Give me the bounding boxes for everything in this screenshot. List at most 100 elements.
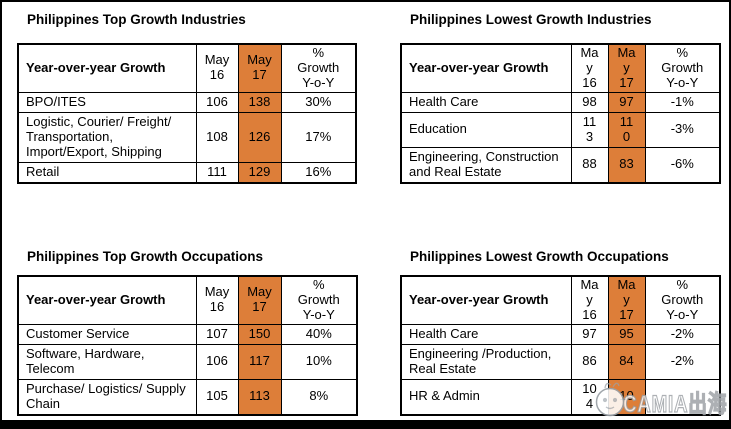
row-label: Health Care: [400, 323, 572, 345]
header-row: Year-over-year Growth May 16 May 17 % Gr…: [400, 275, 721, 325]
pct-value: -3%: [644, 111, 721, 148]
may16-value: 97: [570, 323, 609, 345]
year-label: 16: [209, 299, 225, 315]
may17-value: 10: [607, 378, 646, 416]
table-row: Education 113 110 -3%: [400, 111, 721, 148]
pct-value: 10%: [280, 343, 358, 380]
may16-value: 111: [195, 161, 239, 184]
row-label: Logistic, Courier/ Freight/ Transportati…: [17, 111, 197, 163]
section-title: Philippines Top Growth Occupations: [27, 249, 264, 264]
col-header-may17: May 17: [237, 43, 282, 93]
col-header-may16: May 16: [570, 43, 609, 93]
row-label: Customer Service: [17, 323, 197, 345]
table-row: Engineering, Construction and Real Estat…: [400, 146, 721, 184]
may17-value: 84: [607, 343, 646, 380]
table-row: BPO/ITES 106 138 30%: [17, 91, 357, 113]
year-label: 17: [252, 67, 267, 83]
header-row: Year-over-year Growth May 16 May 17 % Gr…: [400, 43, 721, 93]
col-header-growth: Year-over-year Growth: [400, 275, 572, 325]
may17-value: 138: [237, 91, 282, 113]
col-header-may16: May 16: [195, 275, 239, 325]
col-header-may17: May 17: [607, 43, 646, 93]
table-row: HR & Admin 104 10: [400, 378, 721, 416]
row-label: BPO/ITES: [17, 91, 197, 113]
month-label: May: [617, 45, 636, 75]
row-label: Education: [400, 111, 572, 148]
year-label: 17: [619, 306, 634, 322]
year-label: 16: [582, 306, 597, 322]
section-lowest-growth-industries: Philippines Lowest Growth Industries Yea…: [400, 12, 721, 184]
pct-value: 8%: [280, 378, 358, 416]
col-header-pct: % Growth Y-o-Y: [280, 43, 357, 93]
top-growth-industries-table: Year-over-year Growth May 16 May 17 % Gr…: [17, 43, 357, 184]
row-label: Retail: [17, 161, 197, 184]
col-header-may17: May 17: [237, 275, 282, 325]
may16-value: 108: [195, 111, 239, 163]
year-label: 17: [252, 299, 267, 315]
month-label: May: [247, 52, 272, 68]
month-label: May: [204, 284, 230, 300]
pct-value: [644, 378, 721, 416]
year-label: 16: [209, 67, 225, 83]
month-label: May: [580, 45, 599, 75]
pct-value: -6%: [644, 146, 721, 184]
col-header-growth: Year-over-year Growth: [17, 43, 197, 93]
table-row: Purchase/ Logistics/ Supply Chain 105 11…: [17, 378, 358, 416]
lowest-growth-occupations-table: Year-over-year Growth May 16 May 17 % Gr…: [400, 275, 721, 416]
section-top-growth-occupations: Philippines Top Growth Occupations Year-…: [17, 249, 358, 416]
row-label: Health Care: [400, 91, 572, 113]
may17-value: 95: [607, 323, 646, 345]
col-header-pct: % Growth Y-o-Y: [280, 275, 358, 325]
section-lowest-growth-occupations: Philippines Lowest Growth Occupations Ye…: [400, 249, 721, 416]
row-label: Software, Hardware, Telecom: [17, 343, 197, 380]
pct-value: -2%: [644, 343, 721, 380]
may16-value: 105: [195, 378, 239, 416]
col-header-may17: May 17: [607, 275, 646, 325]
table-row: Logistic, Courier/ Freight/ Transportati…: [17, 111, 357, 163]
bottom-black-bar: [2, 420, 729, 427]
pct-value: 40%: [280, 323, 358, 345]
may17-value: 97: [607, 91, 646, 113]
may17-value: 113: [237, 378, 282, 416]
table-row: Customer Service 107 150 40%: [17, 323, 358, 345]
lowest-growth-industries-table: Year-over-year Growth May 16 May 17 % Gr…: [400, 43, 721, 184]
row-label: Engineering /Production, Real Estate: [400, 343, 572, 380]
section-title: Philippines Lowest Growth Occupations: [410, 249, 669, 264]
pct-value: -1%: [644, 91, 721, 113]
may16-value: 88: [570, 146, 609, 184]
header-row: Year-over-year Growth May 16 May 17 % Gr…: [17, 275, 358, 325]
may16-value: 86: [570, 343, 609, 380]
table-row: Retail 111 129 16%: [17, 161, 357, 184]
row-label: HR & Admin: [400, 378, 572, 416]
section-top-growth-industries: Philippines Top Growth Industries Year-o…: [17, 12, 357, 184]
pct-value: 30%: [280, 91, 357, 113]
table-row: Software, Hardware, Telecom 106 117 10%: [17, 343, 358, 380]
may16-value: 98: [570, 91, 609, 113]
table-row: Health Care 98 97 -1%: [400, 91, 721, 113]
year-label: 16: [582, 74, 597, 90]
month-label: May: [617, 277, 636, 307]
row-label: Engineering, Construction and Real Estat…: [400, 146, 572, 184]
top-growth-occupations-table: Year-over-year Growth May 16 May 17 % Gr…: [17, 275, 358, 416]
pct-value: 17%: [280, 111, 357, 163]
may17-value: 129: [237, 161, 282, 184]
row-label: Purchase/ Logistics/ Supply Chain: [17, 378, 197, 416]
col-header-may16: May 16: [570, 275, 609, 325]
month-label: May: [204, 52, 230, 68]
may17-value: 150: [237, 323, 282, 345]
may16-value: 104: [570, 378, 609, 416]
month-label: May: [247, 284, 272, 300]
may16-value: 106: [195, 343, 239, 380]
may17-value: 126: [237, 111, 282, 163]
table-row: Health Care 97 95 -2%: [400, 323, 721, 345]
table-row: Engineering /Production, Real Estate 86 …: [400, 343, 721, 380]
col-header-pct: % Growth Y-o-Y: [644, 275, 721, 325]
header-row: Year-over-year Growth May 16 May 17 % Gr…: [17, 43, 357, 93]
may16-value: 106: [195, 91, 239, 113]
may17-value: 83: [607, 146, 646, 184]
col-header-pct: % Growth Y-o-Y: [644, 43, 721, 93]
may16-value: 107: [195, 323, 239, 345]
section-title: Philippines Top Growth Industries: [27, 12, 246, 27]
col-header-may16: May 16: [195, 43, 239, 93]
